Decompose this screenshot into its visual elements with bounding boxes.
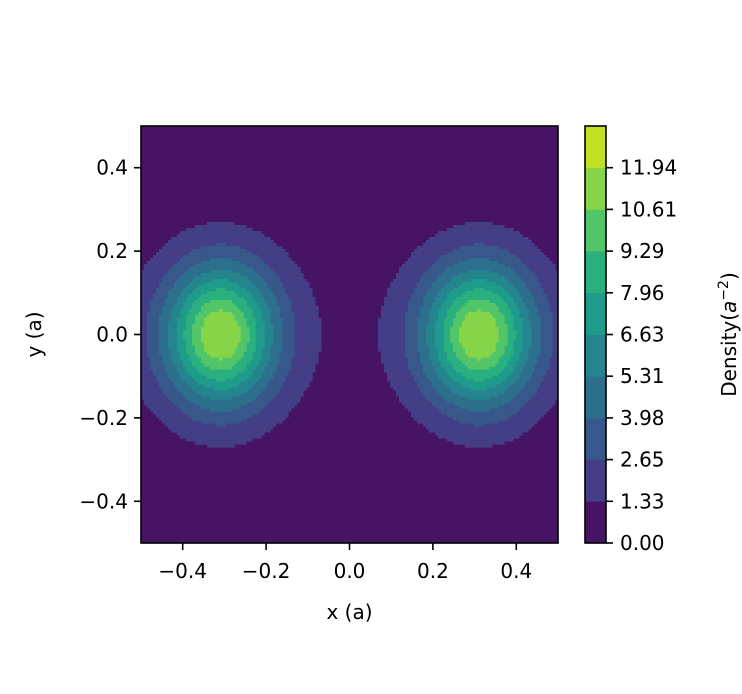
- colorbar-band-4: [585, 334, 606, 377]
- colorbar-tick-label: 2.65: [620, 448, 665, 472]
- x-axis-title: x (a): [326, 600, 372, 624]
- colorbar-tick-label: 9.29: [620, 239, 665, 263]
- colorbar-tick-label: 1.33: [620, 489, 665, 513]
- colorbar-tick-label: 11.94: [620, 156, 677, 180]
- colorbar-band-7: [585, 209, 606, 252]
- colorbar-band-0: [585, 501, 606, 544]
- axes: −0.4 −0.2 0.0 0.2 0.4 −0.4 −0.2 0.0 0.2 0.4: [79, 156, 532, 583]
- colorbar-title-suffix: ): [717, 272, 741, 280]
- colorbar-title-var: a: [717, 301, 741, 313]
- y-axis-title: y (a): [22, 311, 46, 357]
- contour-level-6: [183, 288, 517, 382]
- contour-level-8: [201, 309, 499, 361]
- contour-level-2: [147, 243, 553, 427]
- colorbar: 0.00 1.33 2.65 3.98 5.31 6.63 7.96 9.29 10.61 11.…: [584, 125, 677, 555]
- colorbar-tick-label: 5.31: [620, 364, 665, 388]
- colorbar-tick-label: 7.96: [620, 281, 665, 305]
- colorbar-band-3: [585, 376, 606, 419]
- contour-level-1: [141, 222, 558, 448]
- colorbar-tick-label: 10.61: [620, 197, 677, 221]
- y-tick-label: 0.4: [96, 156, 128, 180]
- x-tick-label: 0.4: [500, 559, 532, 583]
- colorbar-band-9: [585, 126, 606, 169]
- contour-level-5: [177, 279, 523, 391]
- colorbar-tick-label: 3.98: [620, 406, 665, 430]
- colorbar-band-5: [585, 292, 606, 335]
- contour-level-3: [159, 258, 541, 412]
- colorbar-tick-label: 6.63: [620, 323, 665, 347]
- colorbar-title-exp: −2: [716, 280, 732, 301]
- colorbar-band-1: [585, 459, 606, 502]
- colorbar-title-prefix: Density(: [717, 313, 741, 397]
- colorbar-band-8: [585, 167, 606, 210]
- y-tick-label: −0.4: [79, 489, 128, 513]
- x-tick-label: −0.2: [242, 559, 291, 583]
- colorbar-tick-label: 0.00: [620, 531, 665, 555]
- colorbar-band-6: [585, 251, 606, 294]
- y-tick-label: −0.2: [79, 406, 128, 430]
- x-tick-label: −0.4: [158, 559, 207, 583]
- contour-plot-area: [141, 126, 558, 543]
- y-tick-label: 0.0: [96, 323, 128, 347]
- contour-level-7: [192, 300, 508, 370]
- colorbar-title: Density(a−2): [716, 272, 741, 397]
- contour-level-4: [168, 270, 532, 400]
- colorbar-band-2: [585, 417, 606, 460]
- y-tick-label: 0.2: [96, 239, 128, 263]
- x-tick-label: 0.2: [417, 559, 449, 583]
- x-tick-label: 0.0: [334, 559, 366, 583]
